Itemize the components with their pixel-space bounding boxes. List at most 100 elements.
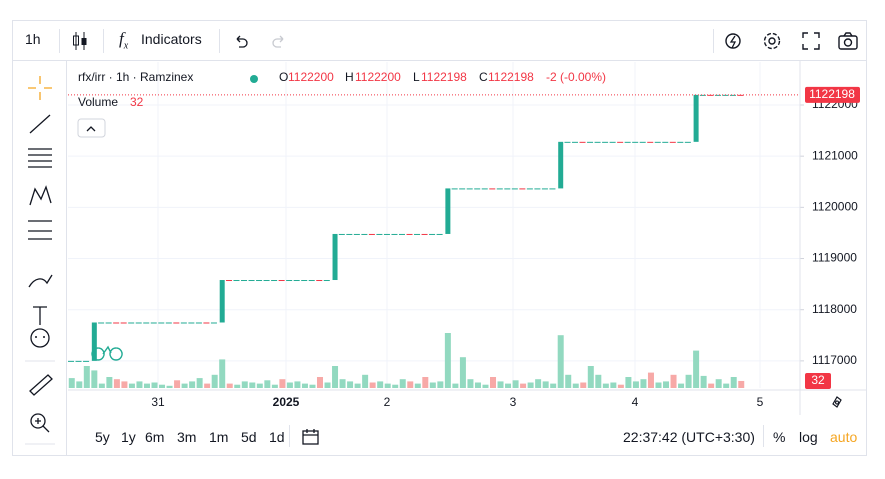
candle <box>526 188 533 190</box>
volume-bar <box>437 381 444 388</box>
undo-button[interactable] <box>233 33 249 49</box>
divider <box>59 29 60 53</box>
volume-bar <box>339 379 346 388</box>
interval-button[interactable]: 1h <box>25 31 41 47</box>
volume-bar <box>151 382 158 388</box>
volume-bar <box>663 381 670 388</box>
candle <box>714 94 721 96</box>
candle <box>173 322 180 324</box>
symbol-title: rfx/irr · 1h · Ramzinex <box>78 70 193 84</box>
drawing-tools <box>25 76 55 445</box>
volume-axis-label: 32 <box>811 373 825 387</box>
range-button[interactable]: 1y <box>121 429 136 445</box>
candle <box>451 188 458 190</box>
zoom-tool[interactable] <box>30 413 46 429</box>
candle <box>609 141 616 143</box>
ohlc-value: 1122198 <box>488 70 534 84</box>
candle <box>301 280 308 282</box>
x-tick-label: 5 <box>757 395 764 409</box>
range-button[interactable]: 3m <box>177 429 197 445</box>
redo-button[interactable] <box>271 33 287 49</box>
last-price-label: 1122198 <box>809 87 855 101</box>
volume-bar <box>91 370 98 388</box>
candle <box>429 233 436 235</box>
ohlc-value: 1122198 <box>421 70 467 84</box>
volume-bar <box>249 382 256 388</box>
replay-button[interactable] <box>723 30 745 52</box>
candle <box>662 141 669 143</box>
ohlc-key: O <box>279 70 288 84</box>
volume-bar <box>377 381 384 388</box>
date-range-button[interactable] <box>301 427 321 447</box>
emoji-tool[interactable] <box>30 328 50 348</box>
candle <box>459 188 466 190</box>
ohlc-key: C <box>479 70 488 84</box>
volume-value: 32 <box>130 95 144 109</box>
candle <box>571 141 579 143</box>
volume-bar <box>640 379 647 388</box>
candle <box>203 322 210 324</box>
ohlc-value: 1122200 <box>355 70 401 84</box>
trend-line-tool[interactable] <box>29 114 51 134</box>
pattern-tool[interactable] <box>29 185 52 206</box>
candle <box>445 188 451 234</box>
divider <box>103 29 104 53</box>
ruler-tool[interactable] <box>29 374 53 396</box>
market-status <box>250 75 258 83</box>
volume-bar <box>309 384 316 388</box>
volume-bar <box>256 383 263 388</box>
candle <box>368 233 375 235</box>
candle <box>729 94 736 96</box>
candle <box>617 141 624 143</box>
candle <box>323 280 330 282</box>
volume-bar <box>670 374 677 388</box>
log-button[interactable]: log <box>799 429 818 445</box>
auto-button[interactable]: auto <box>830 429 858 445</box>
volume-bar <box>83 366 90 388</box>
candle <box>549 188 556 190</box>
brush-tool[interactable] <box>28 274 53 288</box>
volume-bar <box>678 383 685 388</box>
volume-bar <box>452 383 459 388</box>
range-button[interactable]: 1m <box>209 429 229 445</box>
volume-bar <box>490 377 497 388</box>
candle-type-button[interactable] <box>71 30 89 52</box>
volume-bar <box>459 357 466 388</box>
fullscreen-button[interactable] <box>801 31 821 51</box>
y-tick-label: 1121000 <box>812 148 858 162</box>
volume-bar <box>143 383 150 388</box>
volume-bar <box>362 374 369 388</box>
volume-bar <box>392 384 399 388</box>
fib-tool[interactable] <box>28 148 52 168</box>
forecast-tool[interactable] <box>28 220 52 240</box>
text-tool[interactable] <box>33 306 47 325</box>
candle <box>383 233 390 235</box>
x-tick-label: 2 <box>384 395 391 409</box>
candle <box>647 141 654 143</box>
range-button[interactable]: 6m <box>145 429 165 445</box>
candle <box>241 280 248 282</box>
settings-button[interactable] <box>761 30 783 52</box>
candle <box>105 322 112 324</box>
candle <box>558 141 564 189</box>
volume-bar <box>68 378 75 388</box>
candle <box>75 360 82 362</box>
volume-bar <box>136 381 143 388</box>
volume-bar <box>655 382 662 388</box>
indicators-button[interactable]: Indicators <box>141 31 202 47</box>
crosshair-tool[interactable] <box>28 76 52 100</box>
volume-bar <box>226 383 233 388</box>
candle <box>406 233 413 235</box>
screenshot-button[interactable] <box>837 30 859 52</box>
candle <box>481 188 488 190</box>
candle <box>180 322 187 324</box>
volume-bar <box>610 382 617 388</box>
range-button[interactable]: 1d <box>269 429 285 445</box>
divider <box>219 29 220 53</box>
candle <box>338 233 345 235</box>
range-button[interactable]: 5d <box>241 429 257 445</box>
y-tick-label: 1120000 <box>812 200 858 214</box>
range-button[interactable]: 5y <box>95 429 110 445</box>
percent-button[interactable]: % <box>773 429 786 445</box>
